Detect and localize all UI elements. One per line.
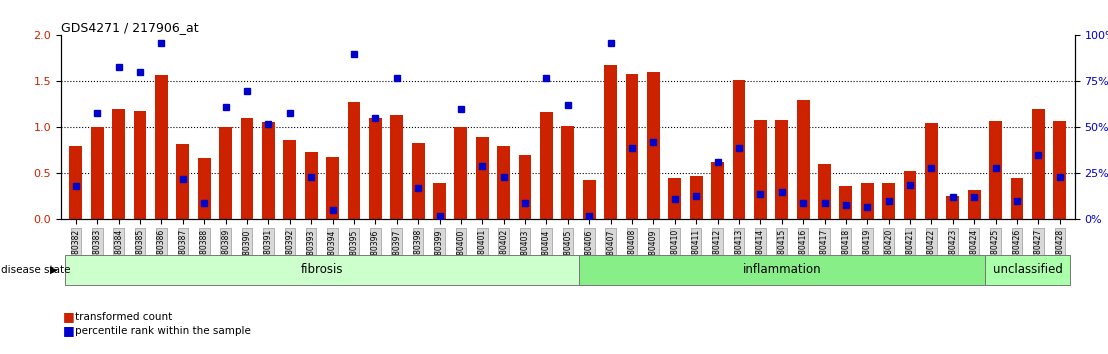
Bar <box>240 118 254 219</box>
Text: transformed count: transformed count <box>75 312 173 322</box>
Bar <box>1054 121 1066 219</box>
Bar <box>967 190 981 219</box>
Bar <box>776 120 788 219</box>
Text: percentile rank within the sample: percentile rank within the sample <box>75 326 252 336</box>
Bar <box>904 171 916 219</box>
Bar <box>326 157 339 219</box>
Bar <box>497 146 510 219</box>
Bar <box>134 111 146 219</box>
Bar <box>668 178 681 219</box>
Bar <box>433 183 445 219</box>
Bar <box>540 112 553 219</box>
Text: GDS4271 / 217906_at: GDS4271 / 217906_at <box>61 21 198 34</box>
Text: disease state: disease state <box>1 265 71 275</box>
Bar <box>861 183 874 219</box>
Bar <box>753 120 767 219</box>
Bar <box>369 118 382 219</box>
Bar <box>626 74 638 219</box>
Bar <box>284 140 296 219</box>
Bar <box>261 122 275 219</box>
Bar <box>390 115 403 219</box>
Bar <box>305 152 318 219</box>
Text: ▶: ▶ <box>50 265 58 275</box>
Bar <box>70 146 82 219</box>
Bar <box>711 162 724 219</box>
Bar <box>454 126 468 219</box>
Text: fibrosis: fibrosis <box>300 263 343 276</box>
Bar <box>155 75 168 219</box>
Bar <box>176 144 189 219</box>
Bar <box>112 109 125 219</box>
Bar <box>562 126 574 219</box>
Bar <box>989 121 1002 219</box>
Bar <box>647 72 660 219</box>
Bar <box>583 180 596 219</box>
Bar <box>1010 178 1024 219</box>
Bar <box>690 176 702 219</box>
Bar <box>946 196 960 219</box>
Bar <box>818 164 831 219</box>
Bar <box>604 65 617 219</box>
Text: ■: ■ <box>63 310 75 323</box>
Bar <box>519 155 532 219</box>
Bar <box>882 183 895 219</box>
Text: ■: ■ <box>63 325 75 337</box>
Bar <box>732 80 746 219</box>
Bar <box>91 127 104 219</box>
Bar <box>925 123 937 219</box>
Bar <box>198 158 211 219</box>
Bar <box>475 137 489 219</box>
Bar <box>219 127 232 219</box>
Bar <box>412 143 424 219</box>
Bar <box>797 100 810 219</box>
Bar <box>1032 109 1045 219</box>
Bar <box>840 186 852 219</box>
Bar <box>348 102 360 219</box>
Text: inflammation: inflammation <box>742 263 821 276</box>
Text: unclassified: unclassified <box>993 263 1063 276</box>
